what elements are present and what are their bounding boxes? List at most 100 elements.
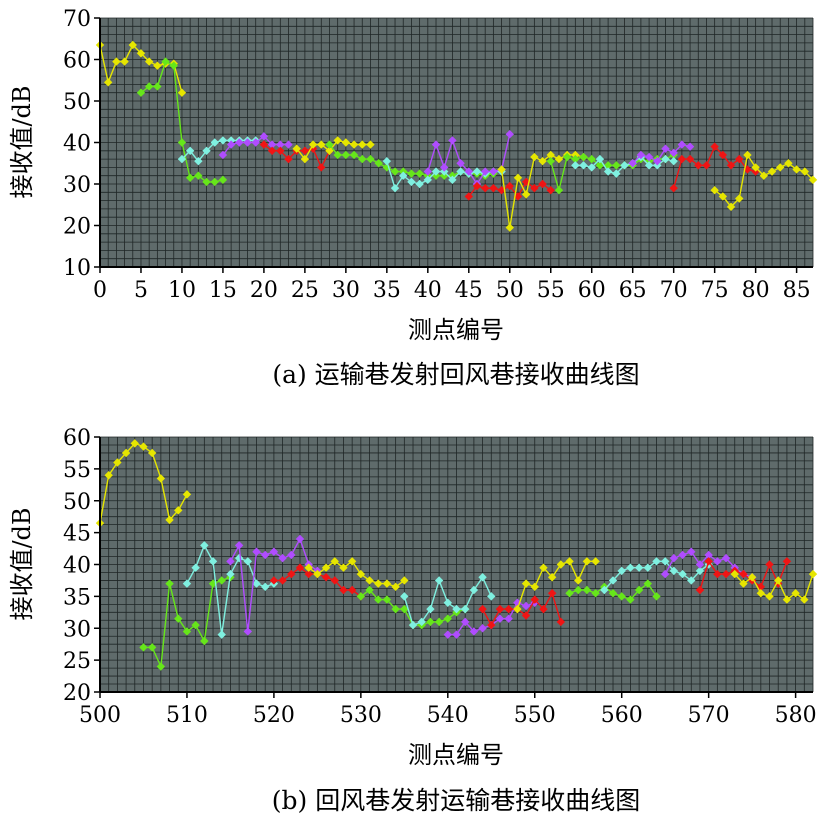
plotB-data-point <box>800 595 809 604</box>
plotA-data-point <box>546 150 555 160</box>
plotB-data-point <box>208 557 218 566</box>
plotA-data-point <box>669 183 678 193</box>
plotB-data-point <box>634 563 644 572</box>
plotA-data-point <box>431 140 441 149</box>
plotA-data-point <box>735 154 744 164</box>
chart-b-y-ticks: 20 25 30 35 40 45 50 55 60 <box>63 426 100 706</box>
plotA-data-point <box>776 163 785 172</box>
plotB-data-point <box>678 569 687 579</box>
plotA-data-point <box>341 150 351 160</box>
plotB-data-point <box>313 569 322 579</box>
plotA-data-point <box>243 138 252 147</box>
plotA-data-point <box>546 156 555 166</box>
plotA-data-point <box>333 136 342 145</box>
plotB-data-point <box>400 576 409 585</box>
plotB-xtick-label: 570 <box>688 703 730 728</box>
plotA-data-point <box>595 154 605 164</box>
plotA-data-point <box>407 169 416 178</box>
plotB-data-point <box>626 595 635 604</box>
plotB-data-point <box>217 630 226 639</box>
plotB-data-point <box>269 547 279 556</box>
plotB-data-point <box>478 573 487 582</box>
plotB-data-point <box>339 585 348 595</box>
plotB-data-point <box>582 557 592 566</box>
plotB-data-point <box>234 541 244 550</box>
plotA-data-point <box>366 140 375 149</box>
plotB-data-point <box>634 585 644 595</box>
plotA-data-point <box>210 177 219 187</box>
plotB-data-point <box>765 560 774 569</box>
plotA-data-point <box>710 142 719 151</box>
plotB-xtick-label: 550 <box>514 703 556 728</box>
plotA-data-point <box>177 88 187 97</box>
plotA-data-point <box>210 138 219 147</box>
chart-b-series <box>95 439 818 671</box>
plotA-xtick-label: 30 <box>332 278 360 303</box>
plotA-xtick-label: 75 <box>701 278 729 303</box>
plotA-ytick-label: 60 <box>63 49 91 74</box>
plotB-data-point <box>513 604 522 614</box>
plotB-data-point <box>756 588 766 598</box>
plotB-data-point <box>600 585 609 595</box>
plotA-data-point <box>423 167 433 176</box>
plotA-data-point <box>177 154 187 164</box>
plotA-data-point <box>153 61 162 70</box>
chart-a-caption: (a) 运输巷发射回风巷接收曲线图 <box>272 360 639 389</box>
plotB-data-point <box>617 566 626 576</box>
plotA-data-point <box>366 154 375 164</box>
plotB-data-point <box>400 604 409 614</box>
plotB-data-point <box>591 557 600 566</box>
plotB-data-point <box>321 573 331 582</box>
plotA-data-point <box>726 202 736 212</box>
plotA-data-point <box>530 183 539 193</box>
plotB-data-point <box>113 458 122 467</box>
plotB-data-point <box>782 557 792 566</box>
plotB-data-point <box>243 627 253 636</box>
plotB-data-point <box>469 627 479 636</box>
plotA-xtick-label: 40 <box>414 278 442 303</box>
plotB-data-point <box>478 624 487 633</box>
plotB-data-point <box>539 604 548 614</box>
chart-a-x-ticks: 0 5 10 15 20 25 30 35 40 45 50 55 60 65 70 75 80 85 <box>93 267 811 303</box>
plotB-ytick-label: 45 <box>63 522 91 547</box>
plotB-data-point <box>591 588 600 598</box>
plotB-data-point <box>574 576 583 585</box>
plotB-data-point <box>287 569 296 579</box>
plotA-data-point <box>669 156 678 166</box>
plotA-xtick-label: 45 <box>455 278 483 303</box>
plotB-data-point <box>539 563 548 572</box>
plotB-data-point <box>304 563 313 572</box>
plotB-data-point <box>608 588 618 598</box>
plotB-series-line-10 <box>516 560 596 610</box>
plotB-data-point <box>400 592 409 601</box>
plotB-data-point <box>774 576 783 585</box>
plotA-data-point <box>735 194 744 203</box>
plotB-data-point <box>217 576 226 585</box>
plotA-data-point <box>144 82 154 91</box>
plotB-data-point <box>643 563 652 572</box>
plotB-data-point <box>721 569 731 579</box>
plotB-xtick-label: 530 <box>340 703 382 728</box>
plotA-data-point <box>497 165 506 174</box>
plotA-data-point <box>677 154 687 164</box>
chart-a-ylabel: 接收值/dB <box>8 85 36 198</box>
plotA-data-point <box>415 169 424 178</box>
plotB-data-point <box>121 448 131 458</box>
plotB-series-line-15 <box>734 573 814 601</box>
plotB-data-point <box>608 576 618 585</box>
plotA-xtick-label: 15 <box>209 278 237 303</box>
plotA-xtick-label: 85 <box>783 278 811 303</box>
plotA-data-point <box>554 186 564 195</box>
plotB-data-point <box>165 515 174 525</box>
plotB-data-point <box>730 569 739 579</box>
plotA-data-point <box>267 140 277 149</box>
plotA-data-point <box>554 154 564 164</box>
plotB-data-point <box>652 557 661 566</box>
plotB-data-point <box>695 585 705 595</box>
plotB-data-point <box>695 560 705 569</box>
plotB-data-point <box>278 553 287 563</box>
plotA-xtick-label: 70 <box>660 278 688 303</box>
plotA-data-point <box>358 154 367 164</box>
plotA-data-point <box>571 161 580 170</box>
plotA-data-point <box>153 82 162 91</box>
